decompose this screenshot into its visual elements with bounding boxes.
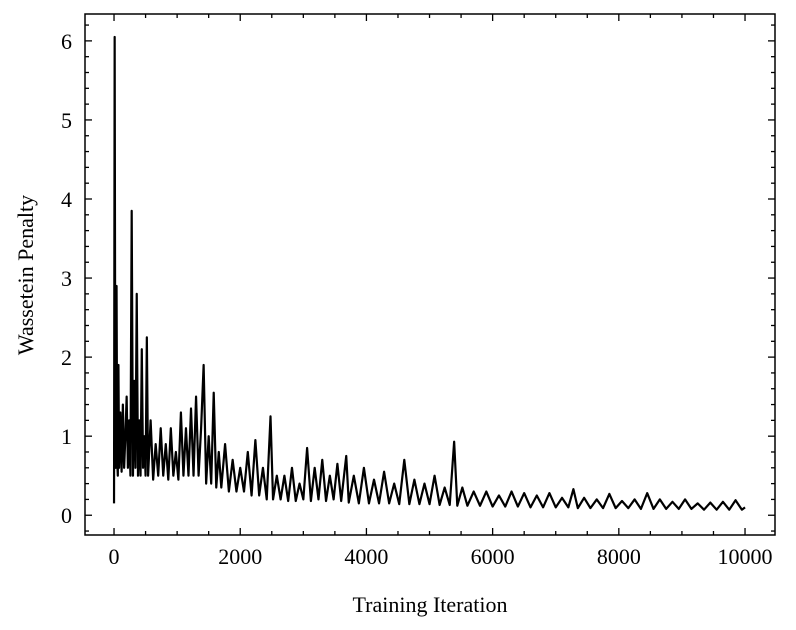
y-axis-label: Wassetein Penalty [13,195,38,355]
x-axis-label: Training Iteration [353,592,508,617]
y-tick-label: 6 [61,29,72,54]
x-tick-label: 4000 [344,544,388,569]
y-tick-label: 5 [61,108,72,133]
x-tick-label: 8000 [597,544,641,569]
x-tick-label: 0 [109,544,120,569]
y-tick-label: 4 [61,187,72,212]
x-tick-label: 6000 [471,544,515,569]
y-tick-label: 3 [61,266,72,291]
y-tick-label: 2 [61,345,72,370]
y-tick-label: 1 [61,424,72,449]
y-tick-label: 0 [61,503,72,528]
x-tick-label: 10000 [718,544,773,569]
x-tick-label: 2000 [218,544,262,569]
data-line [112,35,746,511]
plot-frame [84,13,776,536]
